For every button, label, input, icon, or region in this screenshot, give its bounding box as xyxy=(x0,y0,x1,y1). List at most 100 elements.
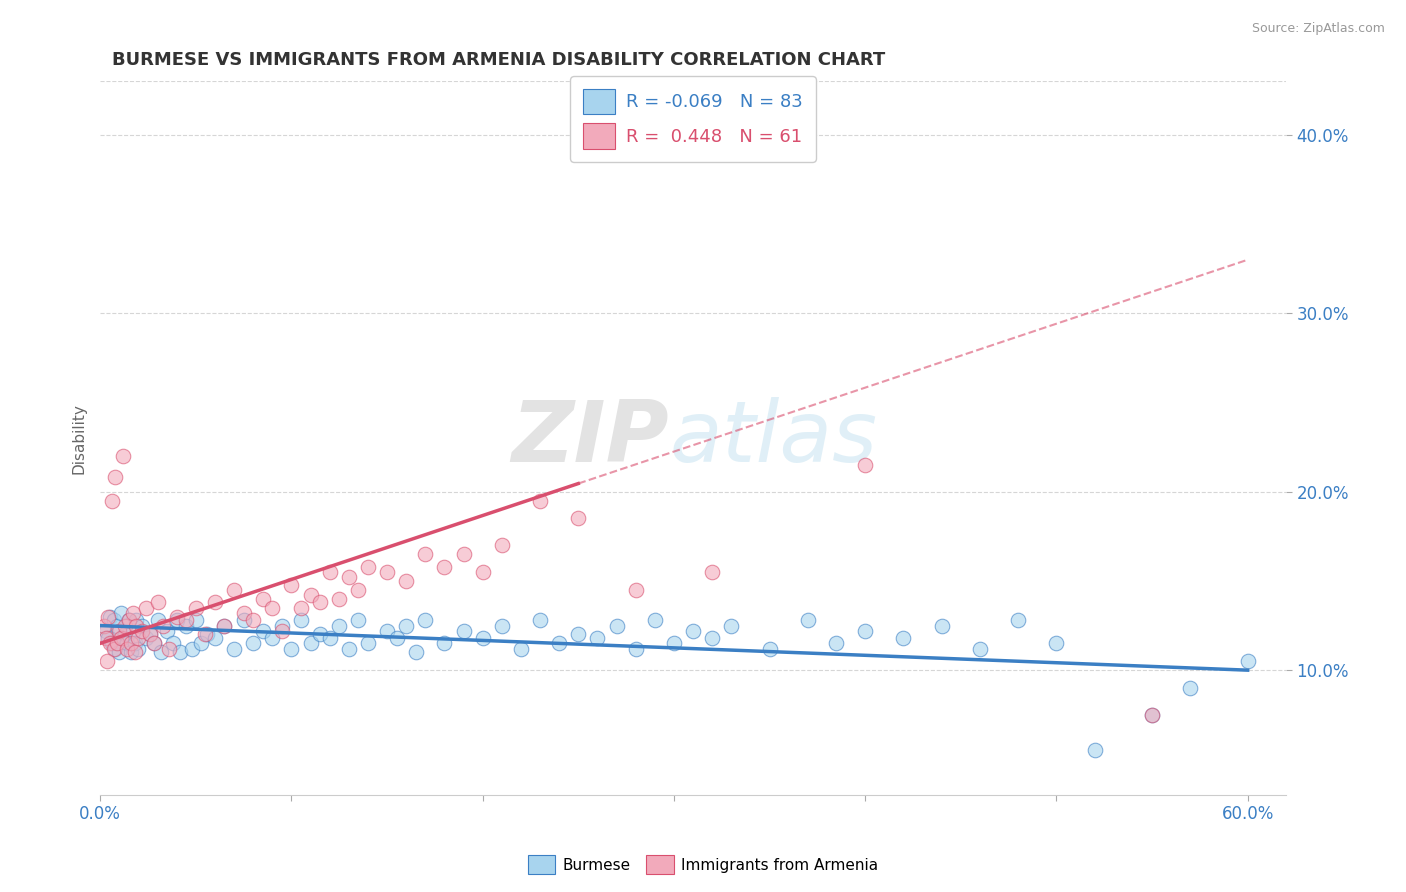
Point xyxy=(318,565,340,579)
Point xyxy=(184,613,207,627)
Point xyxy=(181,641,204,656)
Point xyxy=(491,618,513,632)
Point xyxy=(232,613,254,627)
Point xyxy=(586,631,609,645)
Point xyxy=(146,613,169,627)
Point xyxy=(214,618,236,632)
Point xyxy=(509,641,531,656)
Point xyxy=(97,609,120,624)
Point xyxy=(969,641,991,656)
Point xyxy=(150,645,173,659)
Point xyxy=(135,600,157,615)
Point xyxy=(156,624,179,638)
Point xyxy=(174,613,197,627)
Text: BURMESE VS IMMIGRANTS FROM ARMENIA DISABILITY CORRELATION CHART: BURMESE VS IMMIGRANTS FROM ARMENIA DISAB… xyxy=(112,51,886,69)
Text: Source: ZipAtlas.com: Source: ZipAtlas.com xyxy=(1251,22,1385,36)
Point xyxy=(108,645,131,659)
Point xyxy=(115,636,138,650)
Point xyxy=(347,582,370,597)
Point xyxy=(222,582,245,597)
Point xyxy=(184,600,207,615)
Point xyxy=(797,613,820,627)
Point xyxy=(337,641,360,656)
Point xyxy=(471,565,494,579)
Point xyxy=(124,645,146,659)
Point xyxy=(103,641,125,656)
Point xyxy=(96,654,118,668)
Point xyxy=(1084,743,1107,757)
Point xyxy=(309,595,332,609)
Point xyxy=(1007,613,1029,627)
Point xyxy=(290,613,312,627)
Point xyxy=(853,458,876,472)
Point xyxy=(190,636,212,650)
Point xyxy=(104,641,127,656)
Point xyxy=(103,613,125,627)
Point xyxy=(825,636,848,650)
Point xyxy=(166,609,188,624)
Point xyxy=(702,565,724,579)
Point xyxy=(567,627,589,641)
Point xyxy=(567,511,589,525)
Point xyxy=(121,624,143,638)
Point xyxy=(252,591,274,606)
Point xyxy=(94,631,117,645)
Point xyxy=(108,624,131,638)
Point xyxy=(758,641,780,656)
Point xyxy=(413,613,436,627)
Point xyxy=(114,618,136,632)
Point xyxy=(120,645,142,659)
Point xyxy=(931,618,953,632)
Point xyxy=(110,606,132,620)
Point xyxy=(139,627,162,641)
Point xyxy=(131,624,153,638)
Point xyxy=(97,631,120,645)
Point xyxy=(142,636,165,650)
Point xyxy=(118,613,141,627)
Point xyxy=(204,631,226,645)
Point xyxy=(720,618,742,632)
Point xyxy=(214,618,236,632)
Point xyxy=(110,631,132,645)
Point xyxy=(471,631,494,645)
Point xyxy=(347,613,370,627)
Point xyxy=(94,624,117,638)
Point xyxy=(98,609,121,624)
Point xyxy=(357,636,380,650)
Point xyxy=(299,636,322,650)
Point xyxy=(121,606,143,620)
Point xyxy=(385,631,408,645)
Point xyxy=(1140,707,1163,722)
Point xyxy=(395,618,418,632)
Text: ZIP: ZIP xyxy=(512,397,669,480)
Point xyxy=(98,636,121,650)
Point xyxy=(453,547,475,561)
Point xyxy=(169,645,191,659)
Point xyxy=(548,636,571,650)
Point xyxy=(105,636,128,650)
Point xyxy=(270,624,292,638)
Point xyxy=(270,618,292,632)
Point xyxy=(375,565,398,579)
Point xyxy=(395,574,418,588)
Point xyxy=(1045,636,1067,650)
Point xyxy=(280,577,302,591)
Point xyxy=(405,645,427,659)
Point xyxy=(146,595,169,609)
Point xyxy=(195,627,218,641)
Point xyxy=(100,636,122,650)
Point xyxy=(104,470,127,484)
Point xyxy=(853,624,876,638)
Legend: Burmese, Immigrants from Armenia: Burmese, Immigrants from Armenia xyxy=(522,849,884,880)
Point xyxy=(337,570,360,584)
Point xyxy=(112,449,135,463)
Point xyxy=(114,627,136,641)
Point xyxy=(433,559,456,574)
Point xyxy=(105,618,128,632)
Point xyxy=(328,618,350,632)
Point xyxy=(118,613,141,627)
Point xyxy=(100,493,122,508)
Point xyxy=(491,538,513,552)
Point xyxy=(93,618,115,632)
Point xyxy=(1236,654,1258,668)
